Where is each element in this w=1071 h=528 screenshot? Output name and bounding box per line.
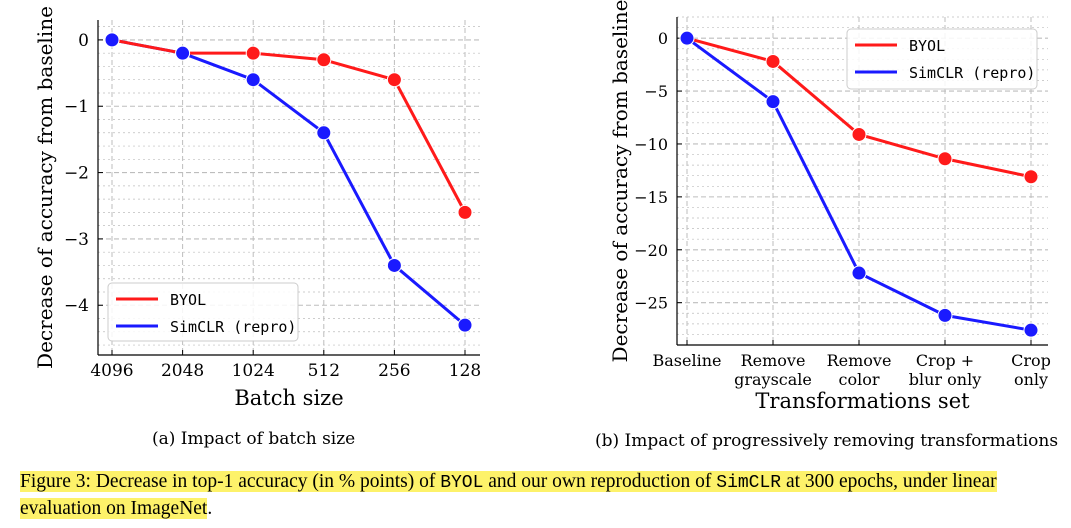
x-tick-label: Crop + blur only	[909, 351, 982, 389]
x-tick-label: Remove grayscale	[734, 351, 812, 389]
series-line-byol	[111, 38, 467, 214]
subcaption-b: (b) Impact of progressively removing tra…	[595, 431, 1059, 451]
data-point-simclr	[316, 125, 332, 141]
data-point-byol	[765, 53, 781, 69]
y-tick-label: −3	[64, 230, 89, 250]
data-point-simclr	[1023, 322, 1039, 338]
y-tick-label: −1	[64, 97, 89, 117]
y-tick-label: 0	[78, 31, 89, 51]
data-point-simclr	[851, 265, 867, 281]
data-point-byol	[457, 204, 473, 220]
caption-highlight: Figure 3: Decrease in top-1 accuracy (in…	[20, 471, 997, 519]
data-point-simclr	[175, 45, 191, 61]
caption-simclr: SimCLR	[716, 473, 782, 493]
data-point-byol	[851, 126, 867, 142]
x-tick-label-line: 128	[449, 361, 481, 381]
x-tick-label: Crop only	[1011, 351, 1051, 389]
data-point-simclr	[245, 72, 261, 88]
x-axis-label: Transformations set	[755, 389, 970, 413]
x-tick-label: 1024	[232, 361, 275, 381]
data-point-byol	[316, 52, 332, 68]
y-tick-label: −4	[64, 296, 89, 316]
x-tick-label: 128	[449, 361, 481, 381]
x-tick-label: 512	[308, 361, 340, 381]
caption-suffix: at 300 epochs, under linear evaluation o…	[20, 471, 997, 519]
x-tick-label-line: grayscale	[734, 370, 812, 389]
x-tick-label-line: color	[839, 370, 880, 389]
y-tick-label: −20	[634, 241, 668, 260]
data-point-byol	[937, 151, 953, 167]
legend: BYOL SimCLR (repro)	[846, 28, 1038, 90]
x-tick-label: Remove color	[827, 351, 892, 389]
y-tick-label: −2	[64, 164, 89, 184]
y-axis-label: Decrease of accuracy from baseline	[608, 0, 632, 362]
x-tick-label-line: Remove	[827, 351, 892, 370]
data-point-simclr	[104, 32, 120, 48]
caption-middle: and our own reproduction of	[483, 471, 717, 492]
y-axis-label: Decrease of accuracy from baseline	[33, 6, 57, 369]
y-tick-label: −5	[644, 82, 668, 101]
caption-end: .	[207, 498, 213, 519]
x-tick-label: 2048	[161, 361, 204, 381]
x-tick-label-line: Crop +	[916, 351, 974, 370]
y-tick-label: −15	[634, 188, 668, 207]
x-tick-label-line: Baseline	[653, 351, 722, 370]
x-tick-label-line: Crop	[1011, 351, 1051, 370]
legend-label: BYOL	[909, 37, 945, 55]
data-point-byol	[245, 45, 261, 61]
x-tick-label-line: 256	[378, 361, 410, 381]
x-tick-label-line: only	[1014, 370, 1048, 389]
legend-label: BYOL	[170, 291, 206, 309]
x-tick-label: 256	[378, 361, 410, 381]
y-tick-label: −25	[634, 294, 668, 313]
data-point-simclr	[386, 257, 402, 273]
series-line-simclr	[111, 38, 466, 327]
caption-prefix: Figure 3: Decrease in top-1 accuracy (in…	[20, 471, 441, 492]
caption-byol: BYOL	[440, 473, 484, 493]
x-tick-label: Baseline	[653, 351, 722, 370]
data-point-simclr	[765, 94, 781, 110]
data-point-simclr	[679, 30, 695, 46]
data-point-simclr	[457, 317, 473, 333]
x-tick-label-line: blur only	[909, 370, 982, 389]
data-point-byol	[1023, 169, 1039, 185]
data-point-simclr	[937, 307, 953, 323]
data-point-byol	[386, 72, 402, 88]
subcaption-a: (a) Impact of batch size	[152, 429, 356, 449]
x-tick-label-line: 2048	[161, 361, 204, 381]
x-tick-label-line: Remove	[741, 351, 806, 370]
legend-label: SimCLR (repro)	[909, 64, 1035, 82]
x-tick-label: 4096	[90, 361, 133, 381]
x-tick-label-line: 1024	[232, 361, 275, 381]
legend-label: SimCLR (repro)	[170, 318, 296, 336]
chart-a: 0 −1 −2 −3 −4 4096 2048 1024 512 256 128 Batch size…	[33, 6, 481, 410]
x-tick-label-line: 4096	[90, 361, 133, 381]
y-tick-label: −10	[634, 135, 668, 154]
x-axis-label: Batch size	[234, 386, 343, 410]
x-tick-label-line: 512	[308, 361, 340, 381]
y-tick-label: 0	[658, 29, 668, 48]
figure-caption: Figure 3: Decrease in top-1 accuracy (in…	[20, 469, 1060, 521]
legend: BYOL SimCLR (repro)	[107, 282, 299, 342]
